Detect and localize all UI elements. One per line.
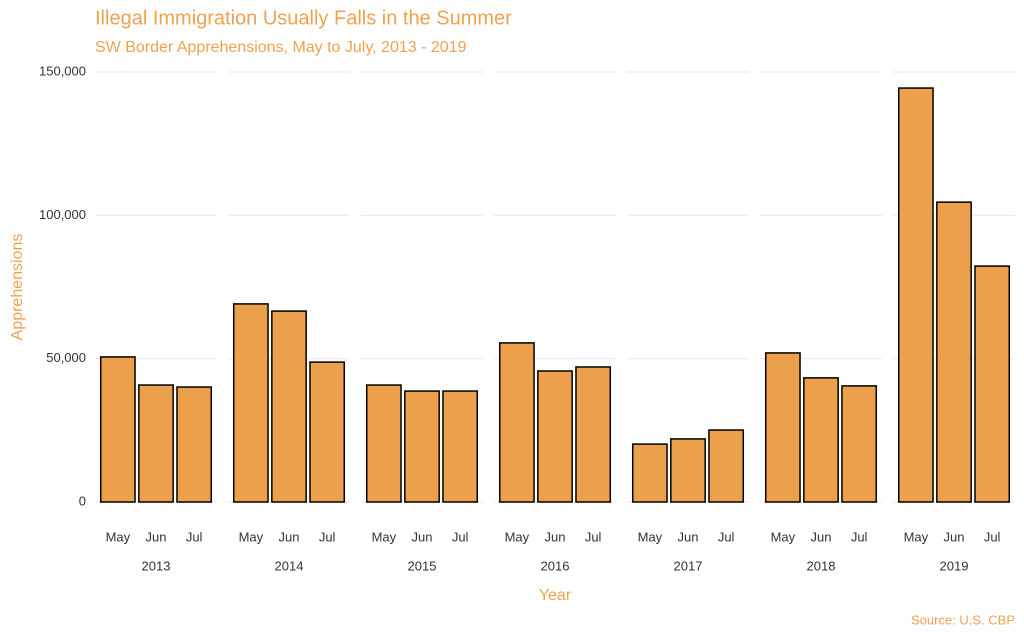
bar bbox=[764, 352, 801, 503]
caption: Source: U.S. CBP bbox=[911, 612, 1015, 627]
x-tick-label: Jun bbox=[279, 529, 300, 544]
bar bbox=[365, 384, 402, 503]
x-tick-label: May bbox=[372, 529, 397, 544]
x-tick-label: Jun bbox=[678, 529, 699, 544]
x-tick-label: Jun bbox=[545, 529, 566, 544]
chart-title: Illegal Immigration Usually Falls in the… bbox=[95, 7, 512, 29]
y-tick-label: 100,000 bbox=[39, 207, 86, 222]
x-tick-label: Jul bbox=[984, 529, 1001, 544]
x-axis-title: Year bbox=[539, 587, 572, 604]
bar bbox=[631, 443, 668, 503]
y-axis-title: Apprehensions bbox=[9, 234, 26, 341]
x-tick-label: May bbox=[771, 529, 796, 544]
bar bbox=[537, 370, 573, 503]
x-tick-label: Jul bbox=[319, 529, 336, 544]
bar bbox=[708, 429, 745, 503]
y-tick-label: 0 bbox=[79, 493, 86, 508]
bar bbox=[575, 366, 612, 503]
panel-label: 2015 bbox=[408, 558, 437, 573]
x-tick-label: Jun bbox=[412, 529, 433, 544]
bar bbox=[232, 303, 269, 503]
bar bbox=[897, 87, 934, 503]
chart-subtitle: SW Border Apprehensions, May to July, 20… bbox=[95, 39, 467, 56]
bar bbox=[498, 342, 535, 503]
x-tick-label: Jul bbox=[851, 529, 868, 544]
bar bbox=[936, 201, 972, 503]
bar bbox=[309, 361, 346, 503]
bar bbox=[841, 385, 878, 503]
bar bbox=[803, 377, 839, 503]
panel-label: 2013 bbox=[142, 558, 171, 573]
x-tick-label: May bbox=[904, 529, 929, 544]
x-tick-label: Jul bbox=[585, 529, 602, 544]
x-tick-label: Jun bbox=[146, 529, 167, 544]
x-tick-label: Jul bbox=[186, 529, 203, 544]
panel-label: 2019 bbox=[940, 558, 969, 573]
x-tick-label: Jul bbox=[718, 529, 735, 544]
panel-label: 2014 bbox=[275, 558, 304, 573]
x-tick-label: Jul bbox=[452, 529, 469, 544]
x-tick-label: May bbox=[638, 529, 663, 544]
bar bbox=[974, 265, 1011, 503]
x-tick-label: May bbox=[106, 529, 131, 544]
bar bbox=[138, 384, 174, 503]
bar bbox=[404, 390, 440, 503]
bar bbox=[271, 310, 307, 503]
bar bbox=[176, 386, 213, 503]
y-tick-label: 50,000 bbox=[46, 350, 86, 365]
y-tick-label: 150,000 bbox=[39, 63, 86, 78]
panel-label: 2017 bbox=[674, 558, 703, 573]
panel-label: 2016 bbox=[541, 558, 570, 573]
x-tick-label: Jun bbox=[811, 529, 832, 544]
bar bbox=[442, 390, 479, 503]
x-tick-label: Jun bbox=[944, 529, 965, 544]
x-tick-label: May bbox=[239, 529, 264, 544]
bar bbox=[670, 438, 706, 503]
x-tick-label: May bbox=[505, 529, 530, 544]
bar bbox=[99, 356, 136, 503]
panel-label: 2018 bbox=[807, 558, 836, 573]
